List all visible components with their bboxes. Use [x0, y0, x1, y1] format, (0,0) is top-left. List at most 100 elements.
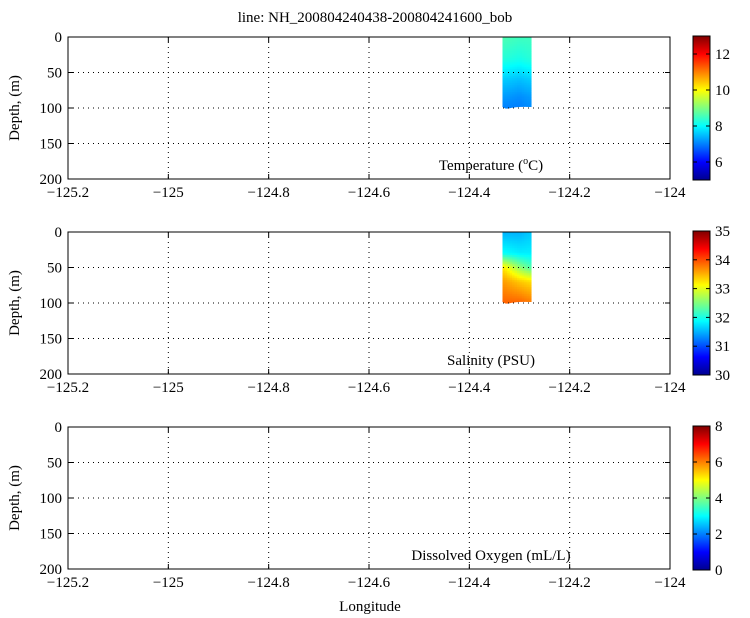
salinity-cell — [516, 235, 521, 238]
temperature-cell — [526, 58, 530, 61]
temperature-cell — [519, 93, 523, 97]
temperature-cell — [526, 68, 530, 72]
salinity-cell — [502, 240, 506, 244]
temperature-cell — [519, 42, 523, 45]
temperature-cell — [514, 56, 518, 59]
salinity-cell — [512, 240, 516, 244]
salinity-cell — [512, 290, 516, 293]
temperature-cell — [502, 54, 506, 58]
temperature-cell — [529, 81, 532, 84]
temperature-cell — [526, 88, 530, 91]
temperature-cell — [514, 74, 518, 77]
temperature-cell — [502, 93, 506, 97]
x-tick-label: −124.2 — [549, 185, 591, 201]
salinity-cell — [509, 301, 513, 304]
salinity-cell — [516, 292, 521, 295]
salinity-cell — [514, 272, 518, 276]
salinity-cell — [521, 288, 525, 292]
salinity-cell — [509, 255, 513, 258]
temperature-cell — [512, 72, 516, 75]
salinity-cell — [524, 237, 528, 240]
temperature-cell — [502, 56, 506, 59]
salinity-cell — [512, 239, 516, 242]
salinity-cell — [529, 237, 532, 240]
salinity-cell — [507, 299, 511, 302]
temperature-cell — [516, 68, 521, 72]
salinity-cell — [502, 263, 506, 267]
salinity-cell — [519, 237, 523, 240]
salinity-cell — [521, 292, 525, 295]
salinity-cell — [509, 233, 513, 237]
temperature-cell — [529, 47, 532, 51]
salinity-cell — [529, 232, 532, 235]
temperature-cell — [504, 44, 508, 47]
salinity-cell — [514, 281, 518, 285]
x-tick-label: −124 — [655, 575, 686, 591]
salinity-cell — [521, 244, 525, 247]
temperature-cell — [512, 67, 516, 70]
y-axis-label: Depth, (m) — [7, 465, 23, 531]
salinity-cell — [519, 274, 523, 277]
salinity-cell — [504, 260, 508, 263]
salinity-cell — [524, 239, 528, 242]
temperature-cell — [507, 72, 511, 75]
temperature-cell — [529, 52, 532, 56]
temperature-cell — [502, 67, 506, 70]
salinity-cell — [524, 285, 528, 288]
temperature-cell — [507, 67, 511, 70]
temperature-cell — [512, 102, 516, 106]
salinity-cell — [514, 265, 518, 269]
temperature-cell — [521, 95, 525, 98]
salinity-cell — [504, 240, 508, 244]
salinity-cell — [507, 240, 511, 244]
salinity-cell — [521, 263, 525, 267]
temperature-cell — [502, 83, 506, 86]
temperature-cell — [512, 84, 516, 88]
salinity-cell — [519, 271, 523, 274]
salinity-field — [502, 232, 532, 304]
colorbar — [692, 230, 711, 376]
temperature-cell — [526, 65, 530, 68]
panel-salinity: −125.2 −125 −124.8 −124.6 −124.4 −124.2 −124 0 5… — [7, 224, 731, 396]
salinity-cell — [512, 292, 516, 295]
salinity-cell — [516, 253, 521, 256]
salinity-cell — [516, 232, 521, 235]
x-tick-label: −125.2 — [47, 575, 89, 591]
salinity-cell — [529, 255, 532, 258]
temperature-cell — [504, 67, 508, 70]
salinity-cell — [502, 279, 506, 283]
salinity-cell — [529, 235, 532, 238]
temperature-cell — [504, 86, 508, 90]
temperature-cell — [519, 63, 523, 66]
salinity-cell — [529, 233, 532, 237]
temperature-cell — [521, 65, 525, 68]
temperature-cell — [514, 47, 518, 51]
salinity-cell — [504, 279, 508, 283]
salinity-cell — [516, 244, 521, 247]
salinity-cell — [516, 279, 521, 283]
temperature-cell — [519, 45, 523, 49]
temperature-cell — [524, 49, 528, 52]
temperature-cell — [526, 100, 530, 104]
temperature-cell — [514, 49, 518, 52]
salinity-cell — [529, 263, 532, 267]
temperature-cell — [529, 65, 532, 68]
salinity-cell — [502, 255, 506, 258]
y-axis-label: Depth, (m) — [7, 75, 23, 141]
temperature-cell — [502, 49, 506, 52]
salinity-cell — [524, 232, 528, 235]
temperature-cell — [529, 84, 532, 88]
temperature-cell — [509, 100, 513, 104]
salinity-cell — [512, 260, 516, 263]
salinity-cell — [512, 265, 516, 269]
salinity-cell — [504, 285, 508, 288]
salinity-cell — [521, 269, 525, 272]
temperature-cell — [519, 102, 523, 106]
salinity-cell — [512, 253, 516, 256]
salinity-cell — [521, 260, 525, 263]
salinity-cell — [519, 281, 523, 285]
salinity-cell — [514, 232, 518, 235]
temperature-cell — [502, 44, 506, 47]
temperature-cell — [509, 99, 513, 102]
salinity-cell — [502, 242, 506, 246]
